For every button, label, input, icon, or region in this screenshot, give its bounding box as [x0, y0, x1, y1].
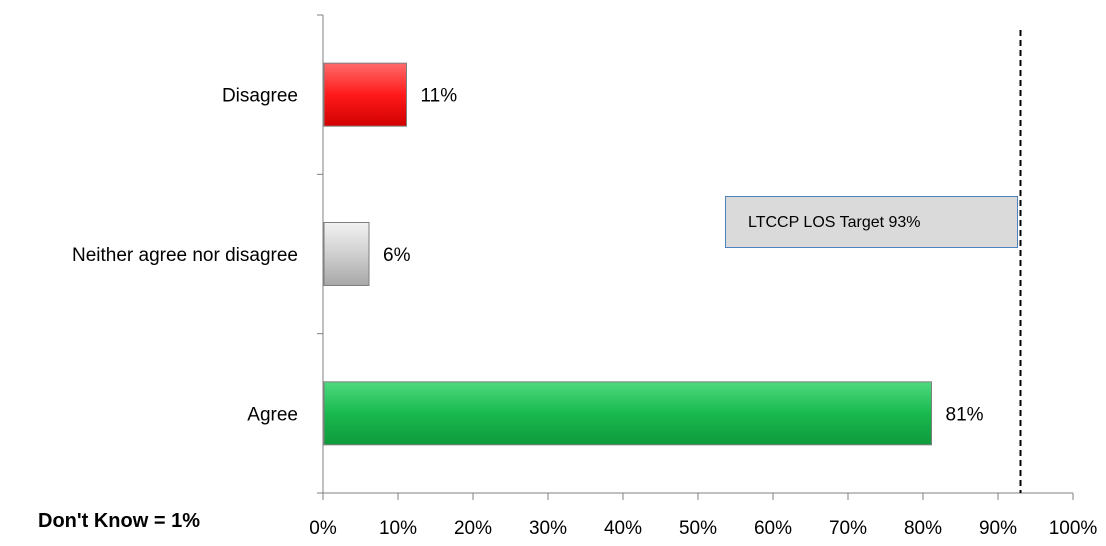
- x-tick-label: 20%: [454, 518, 492, 539]
- x-tick-label: 30%: [529, 518, 567, 539]
- category-label: Disagree: [222, 86, 298, 107]
- category-label: Agree: [247, 404, 298, 425]
- x-tick-label: 0%: [309, 518, 337, 539]
- bar-agree: [323, 381, 932, 446]
- data-label: 81%: [946, 404, 984, 425]
- bar-neither-agree-nor-disagree: [323, 222, 370, 286]
- bar-disagree: [323, 62, 407, 127]
- x-tick-label: 100%: [1049, 518, 1098, 539]
- x-tick-label: 10%: [379, 518, 417, 539]
- bars: [323, 62, 932, 446]
- x-tick-label: 60%: [754, 518, 792, 539]
- dont-know-footnote: Don't Know = 1%: [38, 510, 200, 532]
- x-tick-label: 80%: [904, 518, 942, 539]
- x-tick-label: 50%: [679, 518, 717, 539]
- x-tick-label: 90%: [979, 518, 1017, 539]
- category-label: Neither agree nor disagree: [72, 245, 298, 266]
- x-tick-label: 40%: [604, 518, 642, 539]
- target-annotation: LTCCP LOS Target 93%: [725, 196, 1018, 248]
- x-tick-label: 70%: [829, 518, 867, 539]
- data-label: 6%: [383, 245, 411, 266]
- data-label: 11%: [421, 86, 458, 107]
- axes: [317, 14, 1074, 500]
- labels: 0% 10% 20% 30% 40% 50% 60% 70% 80% 90% 100% Disagre…: [72, 86, 1097, 539]
